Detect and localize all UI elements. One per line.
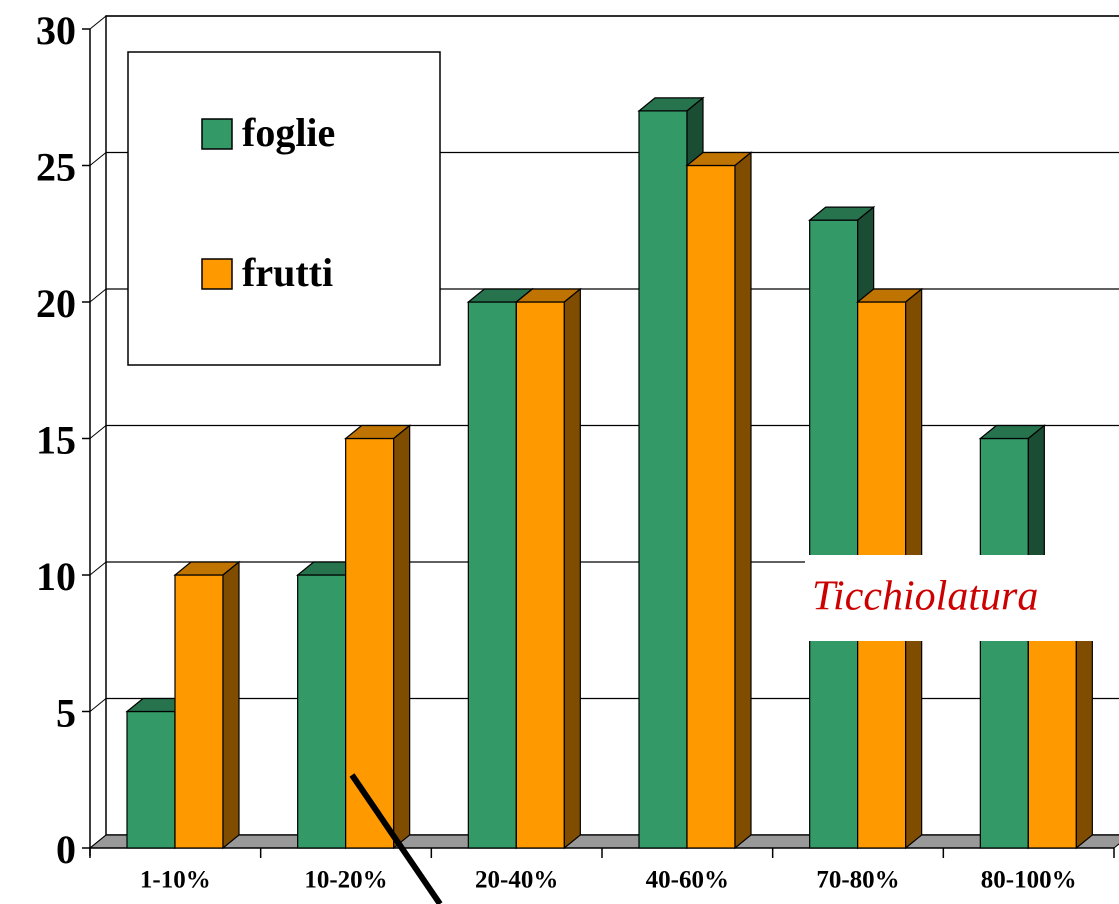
legend-swatch xyxy=(201,118,233,150)
bar xyxy=(173,560,241,850)
x-tick-label: 40-60% xyxy=(646,867,729,894)
annotation-box xyxy=(805,555,1119,641)
x-tick-label: 70-80% xyxy=(816,867,899,894)
x-tick-label: 1-10% xyxy=(140,867,211,894)
bar-side xyxy=(563,287,581,850)
wall-connector xyxy=(89,152,107,166)
bar-front xyxy=(979,437,1029,849)
bar-front xyxy=(174,574,224,849)
wall-connector xyxy=(89,698,107,712)
bar xyxy=(514,287,583,850)
bar-side xyxy=(734,151,752,850)
x-tick-label: 80-100% xyxy=(981,867,1077,894)
wall-connector xyxy=(89,15,107,30)
bar-side xyxy=(393,424,411,850)
wall-connector xyxy=(89,288,107,303)
legend-swatch xyxy=(201,258,233,290)
bar-side xyxy=(222,560,240,850)
bar-front xyxy=(345,437,395,849)
y-tick-label: 5 xyxy=(56,691,76,736)
legend-label: frutti xyxy=(242,250,333,295)
legend-label: foglie xyxy=(242,110,335,155)
y-tick-label: 0 xyxy=(56,827,76,872)
bar-front xyxy=(126,710,176,849)
bar xyxy=(343,424,412,850)
bar-front xyxy=(515,301,565,849)
y-tick-label: 20 xyxy=(36,281,76,326)
pointer-line xyxy=(349,773,443,904)
bar-front xyxy=(809,219,859,849)
x-tick-label: 10-20% xyxy=(304,867,387,894)
annotation: Ticchiolatura xyxy=(812,574,1038,620)
floor xyxy=(88,834,1119,849)
bar-front xyxy=(638,110,688,849)
x-tick-label: 20-40% xyxy=(475,867,558,894)
y-tick-label: 30 xyxy=(36,8,76,53)
wall-connector xyxy=(89,834,107,849)
legend-box xyxy=(127,51,441,366)
y-tick-label: 10 xyxy=(36,554,76,599)
bar-front xyxy=(467,301,517,849)
y-tick-label: 25 xyxy=(36,145,76,190)
bar xyxy=(685,151,753,850)
bar-front xyxy=(297,574,347,849)
y-tick-label: 15 xyxy=(36,418,76,463)
wall-connector xyxy=(89,425,107,439)
wall-connector xyxy=(89,561,107,576)
bar-front xyxy=(686,164,736,849)
